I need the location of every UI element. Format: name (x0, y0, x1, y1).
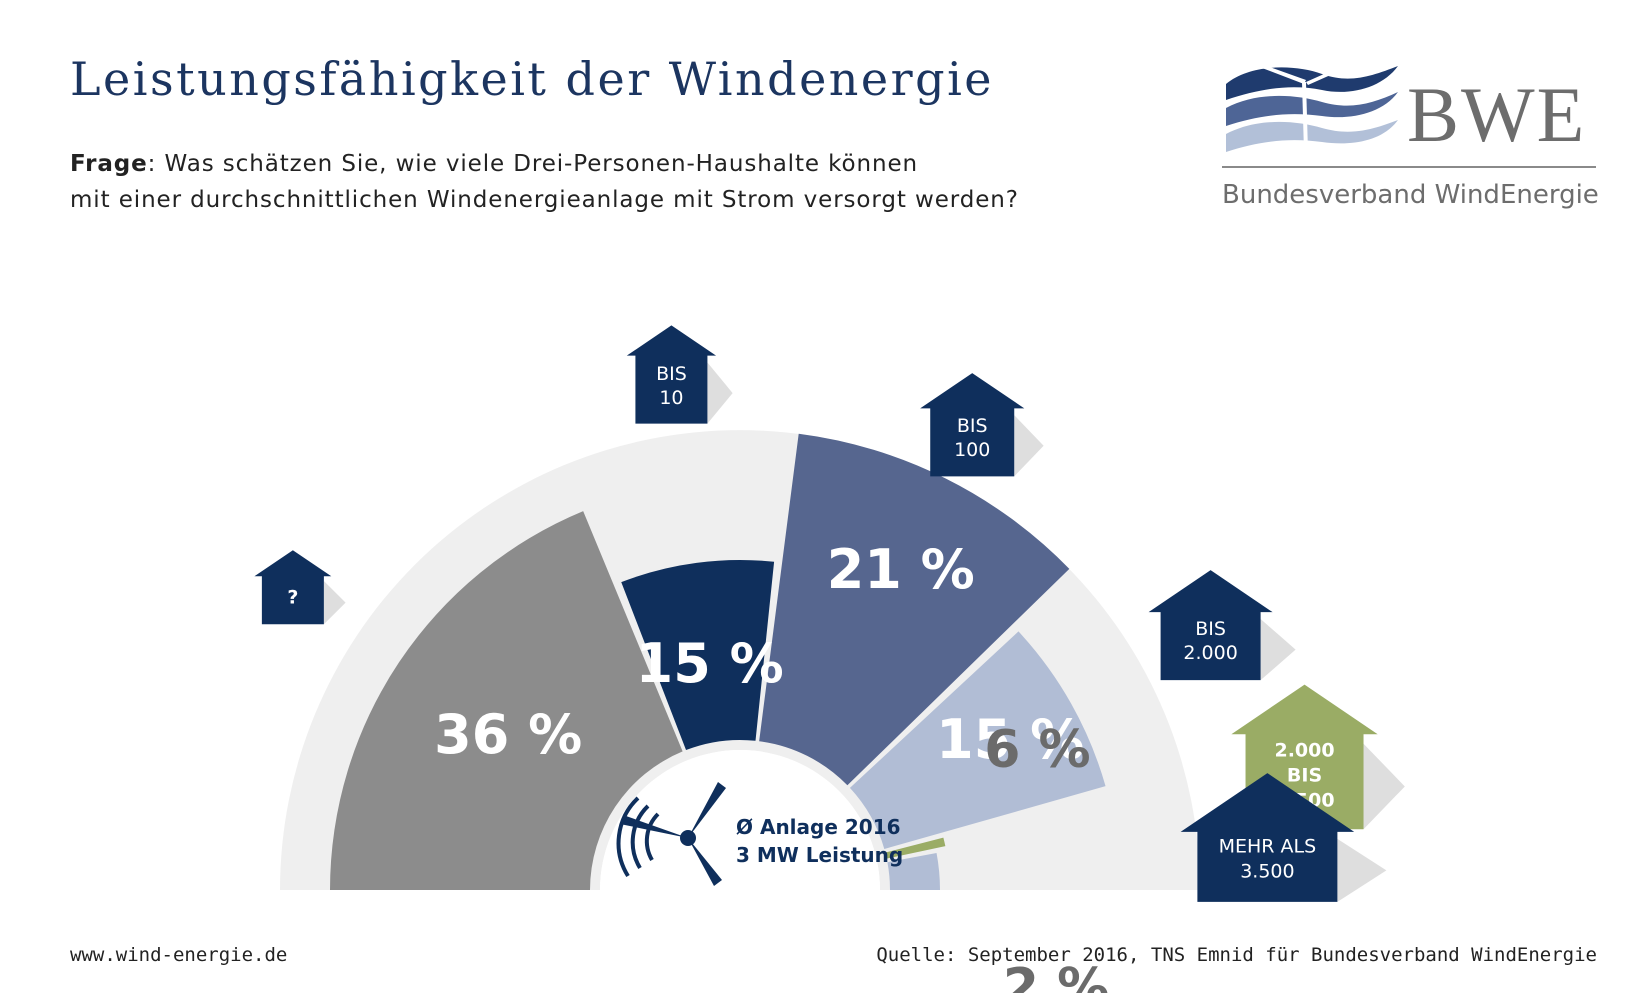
house-marker-0: ? (254, 550, 346, 625)
percent-label-5: 6 % (984, 720, 1090, 780)
house-label-0-line-0: ? (287, 586, 298, 608)
house-shadow (1363, 743, 1405, 830)
house-shadow (323, 581, 346, 625)
footer-source: Quelle: September 2016, TNS Emnid für Bu… (876, 944, 1597, 966)
logo-subtitle: Bundesverband WindEnergie (1222, 180, 1599, 210)
percent-label-4: 2 % (1003, 958, 1109, 993)
house-label-5-line-0: MEHR ALS (1219, 836, 1317, 858)
house-shadow (1260, 618, 1296, 681)
question-label: Frage (70, 151, 148, 177)
wind-turbine-icon (616, 782, 726, 886)
house-icon (1148, 570, 1273, 681)
question-line-2: mit einer durchschnittlichen Windenergie… (70, 187, 1019, 213)
house-label-5-line-1: 3.500 (1240, 861, 1294, 883)
percent-label-1: 15 % (636, 632, 784, 695)
house-label-2-line-0: BIS (957, 415, 988, 437)
house-icon (920, 373, 1025, 477)
question-text: Frage: Was schätzen Sie, wie viele Drei-… (70, 146, 1220, 218)
percent-label-2: 21 % (827, 538, 975, 601)
percent-label-0: 36 % (434, 703, 582, 766)
footer-website: www.wind-energie.de (70, 944, 288, 966)
house-label-3-line-0: BIS (1195, 618, 1226, 640)
house-label-3-line-1: 2.000 (1183, 642, 1237, 664)
segment-5 (887, 852, 940, 890)
question-line-1: : Was schätzen Sie, wie viele Drei-Perso… (147, 151, 919, 177)
house-label-4-line-0: 2.000 (1274, 739, 1334, 761)
house-marker-5: MEHR ALS 3.500 (1180, 773, 1387, 902)
segment-4 (885, 837, 946, 859)
chart-percent-labels: 36 % 15 % 21 % 15 % 2 % 6 % (434, 538, 1109, 993)
center-hub: Ø Anlage 2016 3 MW Leistung (600, 750, 903, 993)
house-shadow (1337, 838, 1387, 902)
chart-segments (330, 433, 1106, 890)
house-shadow (707, 362, 733, 424)
bwe-logo: BWE Bundesverband WindEnergie (1222, 62, 1602, 222)
logo-wordmark: BWE (1407, 71, 1587, 158)
house-label-4-line-1: BIS (1287, 764, 1322, 786)
segment-0 (330, 511, 683, 890)
wind-wave-logo-icon (1226, 65, 1398, 152)
house-icon (254, 550, 332, 625)
house-shadow (1014, 415, 1044, 477)
segment-1 (621, 560, 775, 751)
center-line-2: 3 MW Leistung (736, 843, 903, 867)
house-icon (626, 325, 717, 424)
house-label-1-line-0: BIS (656, 363, 687, 385)
logo-divider (1222, 166, 1596, 168)
house-label-2-line-1: 100 (954, 439, 990, 461)
segment-3 (849, 631, 1106, 850)
house-label-1-line-1: 10 (659, 387, 683, 409)
house-icon (1180, 773, 1355, 902)
center-hub-circle (600, 750, 880, 993)
segment-2 (759, 433, 1070, 786)
percent-label-3: 15 % (936, 708, 1084, 771)
center-line-1: Ø Anlage 2016 (736, 815, 901, 839)
page-title: Leistungsfähigkeit der Windenergie (70, 52, 995, 106)
